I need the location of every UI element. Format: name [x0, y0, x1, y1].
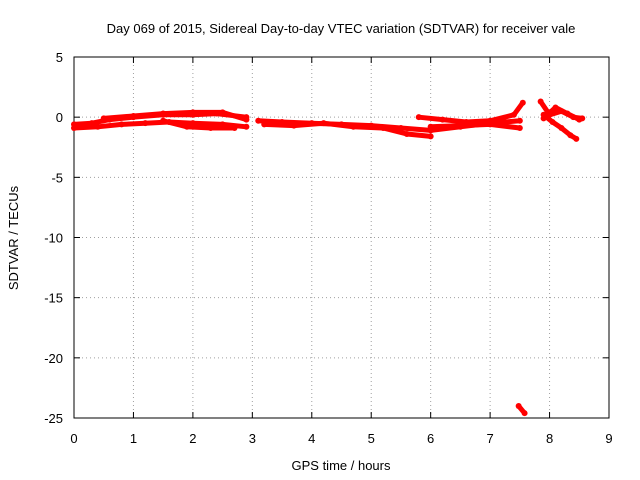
y-tick-label: 0: [56, 110, 63, 125]
data-point: [380, 124, 387, 131]
series-outlier: [515, 402, 528, 417]
data-point: [130, 112, 137, 119]
y-tick-label: -10: [44, 231, 63, 246]
data-point: [540, 115, 547, 122]
y-axis-label: SDTVAR / TECUs: [6, 185, 21, 290]
data-point: [261, 121, 268, 128]
series-line: [101, 109, 249, 123]
data-point: [521, 410, 528, 417]
series-line: [416, 100, 526, 125]
data-point: [549, 118, 556, 125]
series-line: [71, 119, 249, 131]
data-point: [142, 120, 149, 127]
x-tick-label: 3: [249, 431, 256, 446]
data-point: [290, 122, 297, 129]
series-trace-f: [261, 120, 434, 140]
y-tick-label: -25: [44, 411, 63, 426]
y-tick-label: -5: [51, 170, 63, 185]
series-line: [541, 105, 582, 123]
data-point: [397, 124, 404, 131]
x-tick-label: 6: [427, 431, 434, 446]
data-point: [403, 131, 410, 138]
data-point: [350, 123, 357, 130]
data-point: [439, 116, 446, 123]
series-trace-h: [427, 121, 523, 131]
data-point: [231, 124, 238, 131]
series-trace-k: [540, 104, 583, 123]
data-point: [537, 98, 544, 105]
data-point: [552, 104, 559, 111]
x-tick-label: 0: [70, 431, 77, 446]
data-point: [487, 121, 494, 128]
data-point: [243, 116, 250, 123]
data-point: [457, 122, 464, 129]
data-point: [255, 117, 262, 124]
data-point: [94, 123, 101, 130]
data-point: [100, 115, 107, 122]
data-point: [558, 124, 565, 131]
series-trace-c: [100, 109, 250, 123]
x-tick-label: 2: [189, 431, 196, 446]
data-point: [219, 109, 226, 116]
data-point: [427, 133, 434, 140]
series-line: [428, 121, 523, 131]
data-point: [516, 117, 523, 124]
data-point: [515, 402, 522, 409]
x-tick-label: 8: [546, 431, 553, 446]
data-point: [573, 135, 580, 142]
data-point: [415, 114, 422, 121]
x-tick-label: 7: [486, 431, 493, 446]
data-point: [516, 124, 523, 131]
data-point: [564, 110, 571, 117]
data-point: [189, 109, 196, 116]
data-point: [243, 123, 250, 130]
data-point: [71, 124, 77, 131]
y-tick-label: -15: [44, 291, 63, 306]
x-tick-label: 4: [308, 431, 315, 446]
chart-title: Day 069 of 2015, Sidereal Day-to-day VTE…: [107, 21, 576, 36]
data-point: [427, 123, 434, 130]
data-point: [567, 132, 574, 139]
x-axis-label: GPS time / hours: [292, 458, 391, 473]
data-point: [118, 121, 125, 128]
x-tick-label: 5: [368, 431, 375, 446]
data-point: [160, 117, 167, 124]
data-series: [71, 98, 586, 417]
data-point: [510, 111, 517, 118]
y-tick-label: 5: [56, 50, 63, 65]
data-point: [207, 124, 214, 131]
x-tick-label: 1: [130, 431, 137, 446]
axis-ticks: 0 1 2 3 4 5 6 7 8 9 5 0 -5 -10 -15 -20 -25: [44, 50, 612, 446]
series-line: [160, 118, 237, 131]
data-point: [160, 110, 167, 117]
data-point: [183, 123, 190, 130]
x-tick-label: 9: [605, 431, 612, 446]
grid-lines: [74, 57, 609, 418]
data-point: [320, 120, 327, 127]
y-tick-label: -20: [44, 351, 63, 366]
data-point: [519, 99, 526, 106]
series-trace-d: [160, 117, 238, 131]
data-point: [576, 116, 583, 123]
